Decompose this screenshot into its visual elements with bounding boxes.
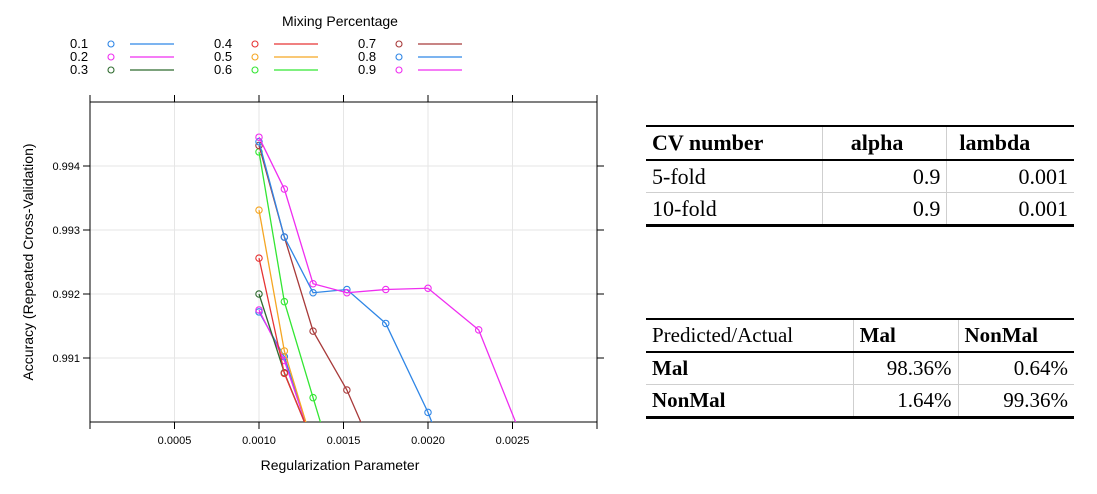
- x-tick-label: 0.0025: [496, 435, 530, 447]
- data-point-0.9: [255, 133, 263, 141]
- series-line-0.6: [258, 151, 322, 422]
- series-line-0.9: [258, 136, 517, 422]
- cm-table-cell: 0.64%: [957, 351, 1074, 385]
- confusion-matrix-table: Predicted/Actual Mal NonMal Mal 98.36% 0…: [646, 318, 1074, 419]
- cv-parameters-table: CV number alpha lambda 5-fold 0.9 0.001 …: [646, 125, 1074, 227]
- legend-marker: [107, 66, 115, 74]
- data-point-0.3: [255, 290, 263, 298]
- table-row: NonMal 1.64% 99.36%: [646, 384, 1074, 418]
- y-tick-label: 0.993: [52, 225, 80, 237]
- data-point-0.8: [280, 233, 289, 241]
- grid: [90, 102, 597, 422]
- legend-title: Mixing Percentage: [282, 13, 398, 29]
- data-point-0.8: [424, 408, 432, 417]
- legend-label: 0.1: [70, 36, 88, 51]
- legend-label: 0.4: [214, 36, 232, 51]
- data-point-0.7: [343, 386, 351, 394]
- legend-label: 0.8: [358, 49, 376, 64]
- table-row: 5-fold 0.9 0.001: [646, 159, 1074, 193]
- x-tick-label: 0.0015: [327, 435, 361, 447]
- legend-label: 0.5: [214, 49, 232, 64]
- data-point-0.5: [280, 347, 289, 355]
- data-point-0.9: [381, 285, 390, 294]
- cv-table-header-lambda: lambda: [946, 126, 1074, 161]
- cv-table-cell: 5-fold: [646, 159, 823, 193]
- cm-table-header-nonmal: NonMal: [957, 319, 1074, 353]
- cm-table-row-label: NonMal: [646, 384, 854, 418]
- series-line-0.5: [258, 210, 307, 422]
- cm-table-row-label: Mal: [646, 351, 854, 385]
- legend-marker: [251, 53, 259, 61]
- cv-table-header-alpha: alpha: [821, 126, 947, 161]
- legend-label: 0.6: [214, 62, 232, 77]
- series-lines: [255, 133, 517, 422]
- data-point-0.8: [381, 319, 390, 328]
- cv-table-cell: 0.001: [946, 192, 1074, 226]
- cv-table-cell: 0.001: [946, 159, 1074, 193]
- data-point-0.4: [280, 369, 289, 378]
- data-point-0.7: [309, 327, 317, 335]
- y-tick-label: 0.991: [52, 353, 80, 365]
- data-point-0.6: [280, 297, 289, 306]
- x-tick-label: 0.0005: [158, 435, 192, 447]
- legend-label: 0.7: [358, 36, 376, 51]
- cm-table-cell: 1.64%: [852, 384, 959, 418]
- legend-marker: [251, 66, 259, 74]
- cm-table-header-corner: Predicted/Actual: [646, 319, 854, 353]
- axes: 0.0005 0.0010 0.0015 0.0020 0.0025 0.991 0.992…: [52, 95, 604, 447]
- cv-table-cell: 0.9: [821, 159, 947, 193]
- data-point-0.5: [255, 206, 263, 214]
- cv-table-header-cv: CV number: [646, 126, 823, 161]
- legend-marker: [395, 66, 403, 74]
- data-point-0.6: [309, 393, 317, 402]
- legend-marker: [395, 53, 403, 61]
- legend-marker: [395, 40, 403, 48]
- data-point-0.8: [309, 288, 317, 297]
- legend-marker: [251, 40, 259, 48]
- x-axis-label: Regularization Parameter: [261, 457, 420, 473]
- cv-table-header-row: CV number alpha lambda: [646, 126, 1074, 161]
- series-line-0.2: [258, 309, 307, 422]
- legend-label: 0.3: [70, 62, 88, 77]
- legend-label: 0.2: [70, 49, 88, 64]
- legend: 0.10.20.3 0.40.50.6 0.70.80.9: [70, 36, 462, 77]
- data-point-0.4: [255, 254, 263, 262]
- data-point-0.9: [343, 288, 351, 297]
- cm-table-header-mal: Mal: [852, 319, 959, 353]
- cv-table-cell: 10-fold: [646, 192, 823, 226]
- legend-marker: [107, 53, 115, 61]
- cv-table-cell: 0.9: [821, 192, 947, 226]
- accuracy-line-chart: 0.10.20.3 0.40.50.6 0.70.80.9 0.0005 0.0010…: [20, 13, 604, 473]
- cm-table-cell: 98.36%: [852, 351, 959, 385]
- y-tick-label: 0.994: [52, 161, 80, 173]
- cm-table-header-row: Predicted/Actual Mal NonMal: [646, 319, 1074, 353]
- data-point-0.9: [474, 326, 483, 334]
- table-row: Mal 98.36% 0.64%: [646, 351, 1074, 385]
- legend-label: 0.9: [358, 62, 376, 77]
- data-point-0.9: [309, 280, 317, 288]
- series-line-0.4: [258, 258, 306, 422]
- data-point-0.2: [255, 306, 263, 314]
- data-point-0.9: [424, 284, 432, 292]
- x-tick-label: 0.0020: [411, 435, 445, 447]
- x-tick-label: 0.0010: [242, 435, 276, 447]
- y-axis-label: Accuracy (Repeated Cross-Validation): [20, 143, 36, 380]
- y-tick-label: 0.992: [52, 289, 80, 301]
- cm-table-cell: 99.36%: [957, 384, 1074, 418]
- legend-marker: [107, 40, 115, 48]
- table-row: 10-fold 0.9 0.001: [646, 192, 1074, 226]
- data-point-0.9: [280, 185, 289, 193]
